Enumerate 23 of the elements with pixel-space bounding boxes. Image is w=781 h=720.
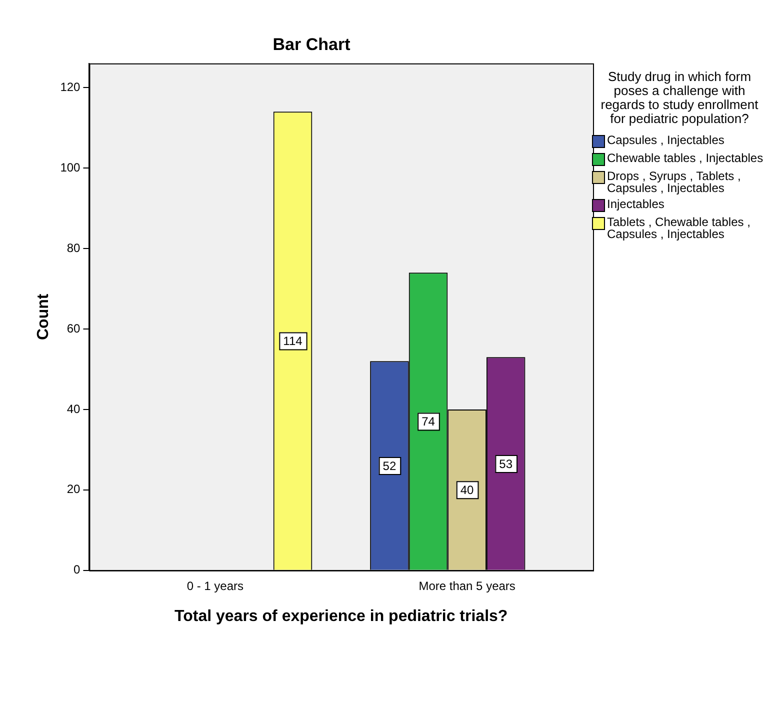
y-tick-label: 20 xyxy=(66,482,81,496)
data-label: 74 xyxy=(422,414,436,429)
data-label: 52 xyxy=(382,458,396,473)
legend-label: Drops , Syrups , Tablets , Capsules , Injectables xyxy=(607,169,742,195)
legend-label: Chewable tables , Injectables xyxy=(607,151,764,165)
legend-title: Study drug in which form poses a challenge with regards to study enrollment for pediatric population? xyxy=(600,69,760,126)
legend-label: Capsules , Injectables xyxy=(607,133,724,147)
y-tick-label: 100 xyxy=(60,160,81,174)
y-axis-title: Count xyxy=(35,293,52,340)
y-tick-label: 120 xyxy=(60,80,81,94)
data-label: 114 xyxy=(283,334,303,348)
data-label: 40 xyxy=(460,482,474,497)
legend-label: Injectables xyxy=(607,197,664,211)
y-tick-label: 40 xyxy=(66,402,81,416)
chart-title: Bar Chart xyxy=(272,34,351,54)
x-axis-title: Total years of experience in pediatric trials? xyxy=(174,608,508,625)
data-label: 53 xyxy=(499,456,513,471)
y-tick-label: 80 xyxy=(66,240,81,255)
legend-label: Tablets , Chewable tables , Capsules , Injectables xyxy=(607,215,752,241)
x-tick-label: More than 5 years xyxy=(418,578,516,593)
x-tick-label: 0 - 1 years xyxy=(186,578,244,593)
y-tick-label: 60 xyxy=(66,321,81,336)
y-tick-label: 0 xyxy=(74,562,81,577)
